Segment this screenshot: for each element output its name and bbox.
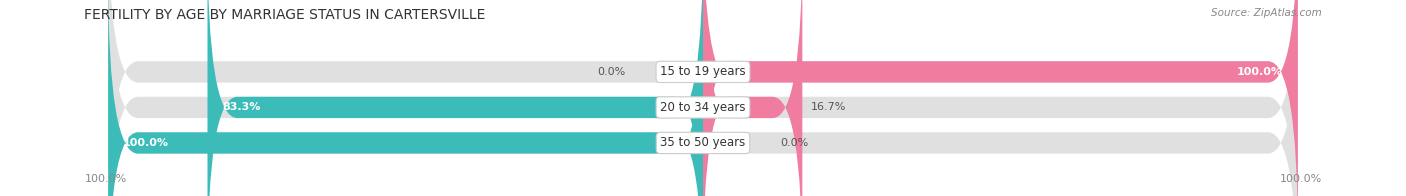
Text: 0.0%: 0.0% [780,138,808,148]
Text: 100.0%: 100.0% [1237,67,1282,77]
FancyBboxPatch shape [208,0,703,196]
Text: 20 to 34 years: 20 to 34 years [661,101,745,114]
Text: FERTILITY BY AGE BY MARRIAGE STATUS IN CARTERSVILLE: FERTILITY BY AGE BY MARRIAGE STATUS IN C… [84,8,485,22]
Text: 100.0%: 100.0% [1279,174,1322,184]
Text: 0.0%: 0.0% [598,67,626,77]
Text: 100.0%: 100.0% [124,138,169,148]
FancyBboxPatch shape [108,0,1298,196]
Text: 100.0%: 100.0% [84,174,127,184]
Text: 35 to 50 years: 35 to 50 years [661,136,745,150]
FancyBboxPatch shape [703,0,1298,196]
Text: 16.7%: 16.7% [811,103,846,113]
FancyBboxPatch shape [108,0,1298,196]
Text: 83.3%: 83.3% [222,103,260,113]
Text: 15 to 19 years: 15 to 19 years [661,65,745,78]
Text: Source: ZipAtlas.com: Source: ZipAtlas.com [1211,8,1322,18]
FancyBboxPatch shape [108,0,1298,196]
FancyBboxPatch shape [108,0,703,196]
FancyBboxPatch shape [703,0,803,196]
